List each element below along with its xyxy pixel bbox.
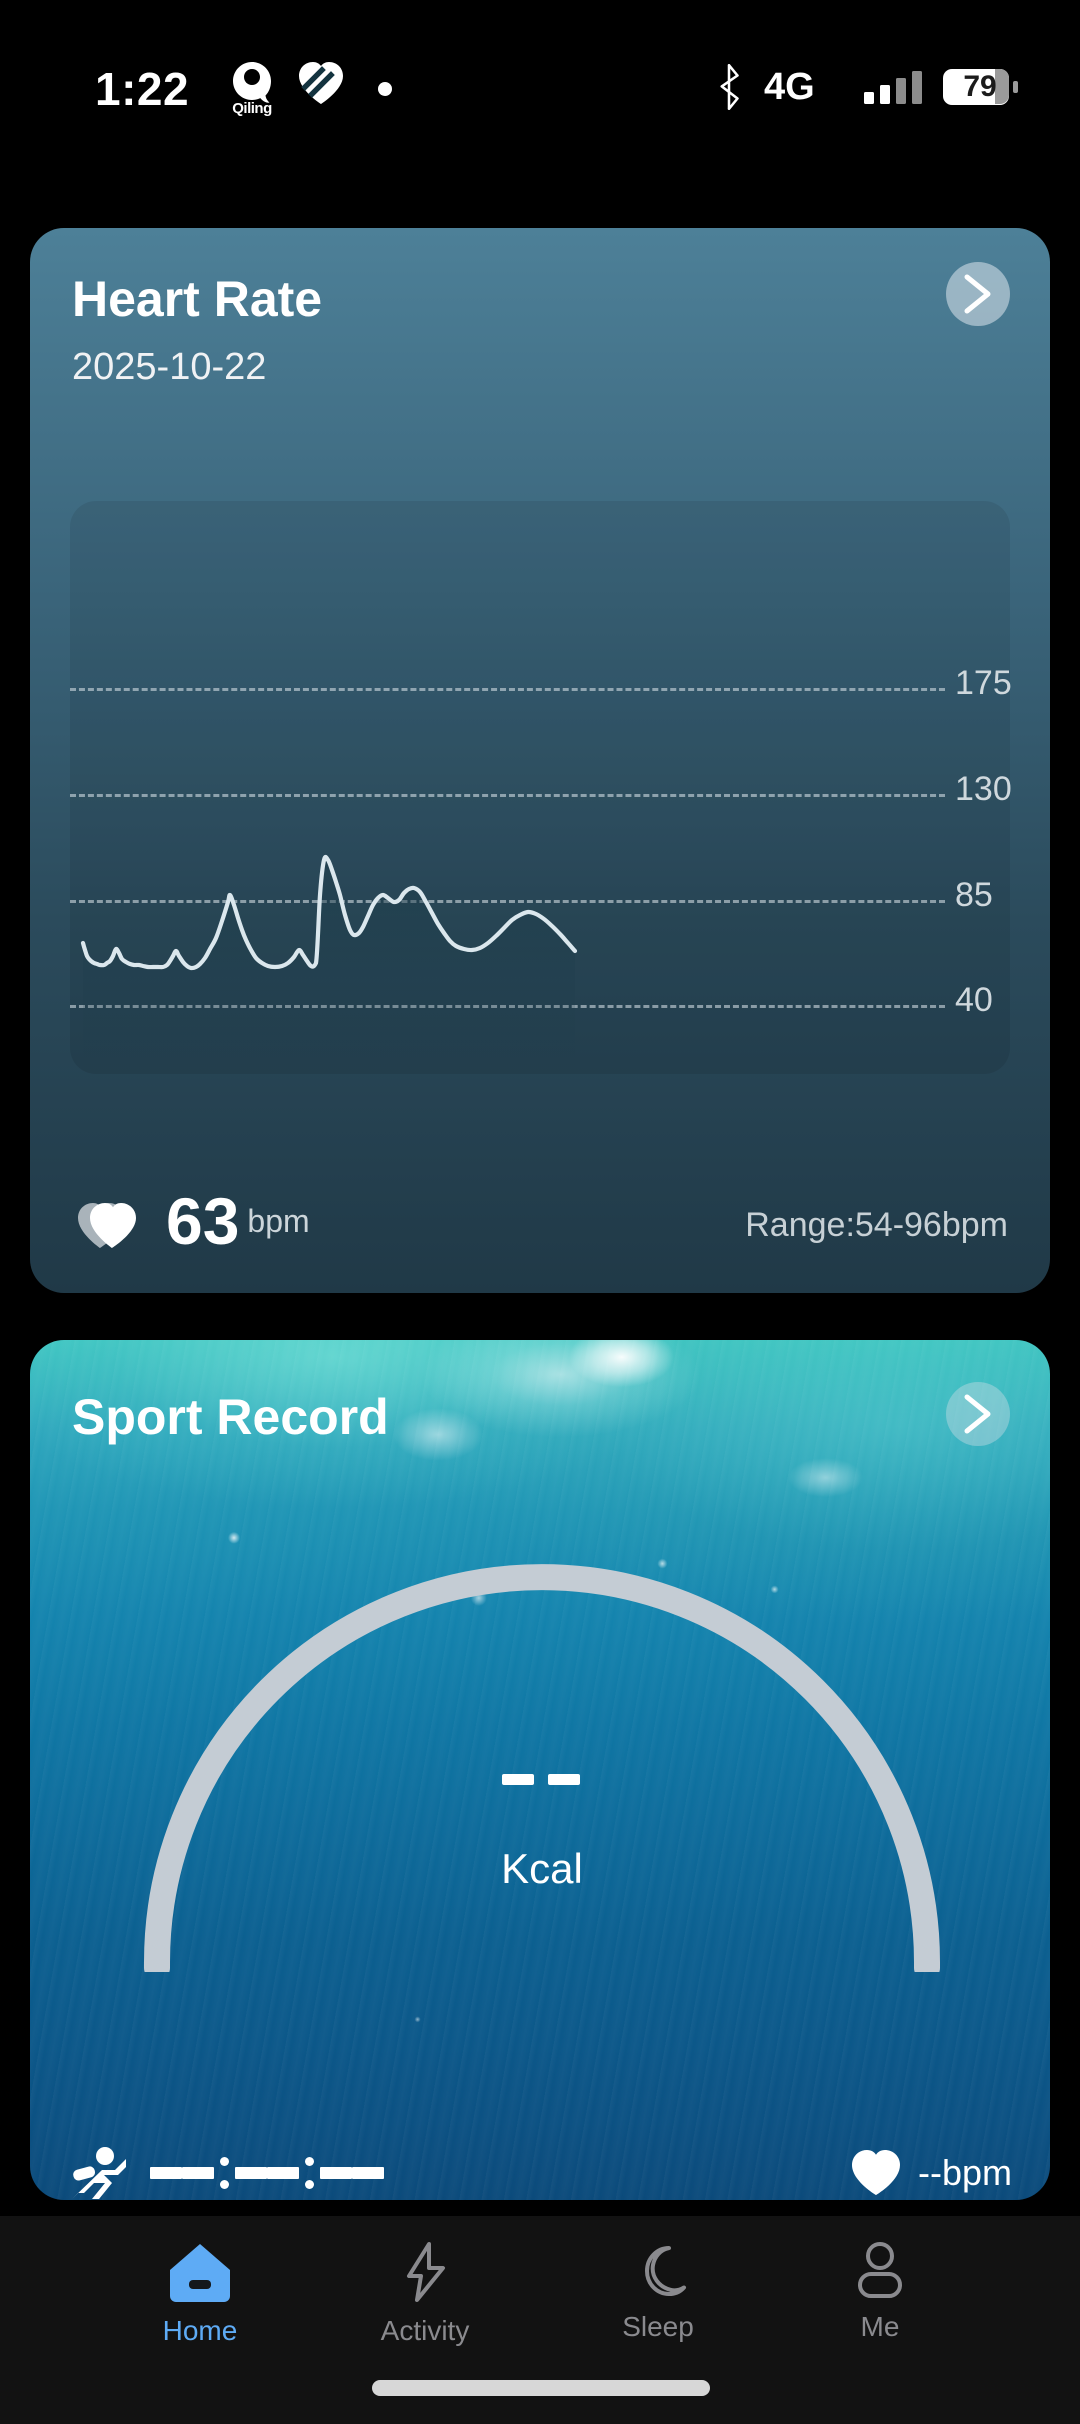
svg-text:4G: 4G [764, 66, 815, 108]
